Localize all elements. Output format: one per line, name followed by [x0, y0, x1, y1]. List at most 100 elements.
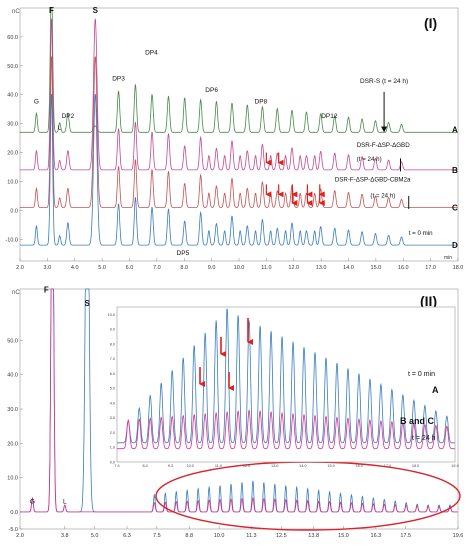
- peak-label: DP12: [321, 113, 338, 120]
- x-tick-label: 11.0: [261, 265, 271, 271]
- y-tick-label: 0.0: [10, 208, 18, 214]
- y-tick-label: 40.0: [7, 93, 18, 99]
- inset-x-tick-label: 14.0: [299, 464, 306, 468]
- x-tick-label: 12.0: [288, 265, 299, 271]
- inset-y-tick-label: 2.0: [110, 431, 115, 435]
- x-tick-label: 19.6: [453, 533, 464, 539]
- inset-y-tick-label: 8.0: [110, 342, 115, 346]
- x-tick-label: 17.0: [425, 265, 436, 271]
- y-tick-label: 10.0: [7, 179, 18, 185]
- inset-y-tick-label: 3.0: [110, 416, 115, 420]
- x-tick-label: 8.0: [180, 265, 188, 271]
- inset-y-tick-label: 4.0: [110, 401, 115, 405]
- x-tick-label: 3.8: [61, 533, 69, 539]
- inset-y-tick-label: 9.0: [110, 328, 115, 332]
- y-tick-label: 30.0: [7, 407, 18, 413]
- x-tick-label: 5.0: [91, 533, 99, 539]
- inset-x-tick-label: 19.4: [451, 464, 458, 468]
- legend-text: DSR-F-ΔSP-ΔGBD: [357, 142, 410, 149]
- panel-2-label: (II): [420, 293, 437, 309]
- x-tick-label: 2.0: [16, 533, 24, 539]
- inset-x-tick-label: 10.0: [187, 464, 194, 468]
- peak-label: DP4: [145, 49, 158, 56]
- x-tick-label: 4.0: [71, 265, 79, 271]
- legend-text: DSR-S (t = 24 h): [360, 78, 408, 85]
- y-tick-label: 60.0: [7, 35, 18, 41]
- x-tick-label: 7.5: [153, 533, 161, 539]
- peak-label: L: [58, 124, 62, 131]
- series-letter: B: [452, 166, 458, 175]
- y-tick-label: 50.0: [7, 338, 18, 344]
- x-tick-label: 3.0: [44, 265, 52, 271]
- inset-x-tick-label: 18.0: [412, 464, 419, 468]
- inset-y-tick-label: 1.0: [110, 446, 115, 450]
- peak-label: G: [34, 98, 39, 105]
- inset-y-tick-label: 5.0: [110, 387, 115, 391]
- x-tick-label: 16.0: [398, 265, 409, 271]
- inset-x-tick-label: 16.0: [356, 464, 363, 468]
- x-tick-label: 10.0: [214, 533, 225, 539]
- x-tick-label: 15.0: [338, 533, 349, 539]
- y-tick-label: -10.0: [5, 237, 18, 243]
- y-tick-label: 50.0: [7, 64, 18, 70]
- peak-label: L: [63, 498, 67, 505]
- series-line-pink: [20, 288, 458, 513]
- x-tick-label: 12.5: [276, 533, 287, 539]
- series-letter: C: [452, 204, 458, 213]
- y-tick-label: 30.0: [7, 122, 18, 128]
- inset-x-tick-label: 9.3: [168, 464, 173, 468]
- peak-label: S: [85, 299, 91, 308]
- legend-text: (t = 24 h): [357, 156, 382, 163]
- inset-x-tick-label: 7.4: [114, 464, 119, 468]
- inset-x-tick-label: 11.0: [215, 464, 222, 468]
- x-tick-label: 9.0: [208, 265, 216, 271]
- panel-2-chart: nC (II) 50.0 40.0 30.0 20.0 10.0 0.0 -5.0 2.0 3…: [7, 285, 463, 539]
- inset-legend-text: t = 0 min: [408, 371, 435, 378]
- inset-legend-text: B and C: [400, 416, 435, 426]
- x-tick-label: 15.0: [371, 265, 382, 271]
- inset-chart: 10.0 9.0 8.0 7.0 6.0 5.0 4.0 3.0 2.0 1.0 0.0 7.4 8.…: [108, 306, 459, 468]
- inset-series-blue: [117, 308, 455, 444]
- panel-1-y-unit: nC: [12, 9, 20, 15]
- legend-text: DSR-F-ΔSP-ΔGBD-CBM2a: [335, 176, 411, 183]
- x-tick-label: 13.0: [316, 265, 327, 271]
- black-arrowhead: [381, 126, 388, 133]
- panel-1-label: (I): [424, 15, 437, 31]
- x-tick-label: 8.8: [185, 533, 193, 539]
- y-tick-label: 20.0: [7, 441, 18, 447]
- series-line-B: [20, 18, 458, 171]
- panel-1-plot-frame: [19, 7, 459, 262]
- inset-y-tick-label: 6.0: [110, 372, 115, 376]
- x-tick-label: 13.8: [308, 533, 319, 539]
- peak-label: DP3: [112, 75, 125, 82]
- peak-label: S: [93, 6, 99, 15]
- y-tick-label: 40.0: [7, 373, 18, 379]
- peak-label: F: [49, 6, 54, 15]
- peak-label: F: [44, 285, 49, 294]
- legend-text: (t = 24 h): [370, 192, 395, 199]
- x-tick-label: 6.3: [123, 533, 131, 539]
- peak-label: DP8: [255, 98, 268, 105]
- inset-x-tick-label: 13.0: [271, 464, 278, 468]
- inset-x-tick-label: 12.0: [243, 464, 250, 468]
- x-tick-label: 2.0: [16, 265, 24, 271]
- inset-x-tick-label: 17.0: [384, 464, 391, 468]
- inset-y-tick-label: 7.0: [110, 357, 115, 361]
- x-tick-label: 10.0: [234, 265, 245, 271]
- inset-legend-text: A: [432, 385, 439, 395]
- peak-label: DP6: [205, 87, 218, 94]
- inset-y-tick-label: 0.0: [110, 461, 115, 465]
- y-tick-label: 0.0: [10, 510, 18, 516]
- x-tick-label: 17.5: [400, 533, 411, 539]
- peak-label: DP2: [62, 113, 75, 120]
- y-tick-label: -5.0: [9, 527, 18, 533]
- y-tick-label: 20.0: [7, 151, 18, 157]
- panel-1-chart: nC (I) 60.050.040.030.020.010.00.0-10.0 …: [5, 6, 463, 271]
- x-tick-label: 16.3: [371, 533, 382, 539]
- peak-label: G: [30, 498, 35, 505]
- inset-x-tick-label: 8.4: [143, 464, 148, 468]
- inset-x-tick-label: 15.0: [327, 464, 334, 468]
- x-tick-label: 7.0: [153, 265, 161, 271]
- y-tick-label: 10.0: [7, 476, 18, 482]
